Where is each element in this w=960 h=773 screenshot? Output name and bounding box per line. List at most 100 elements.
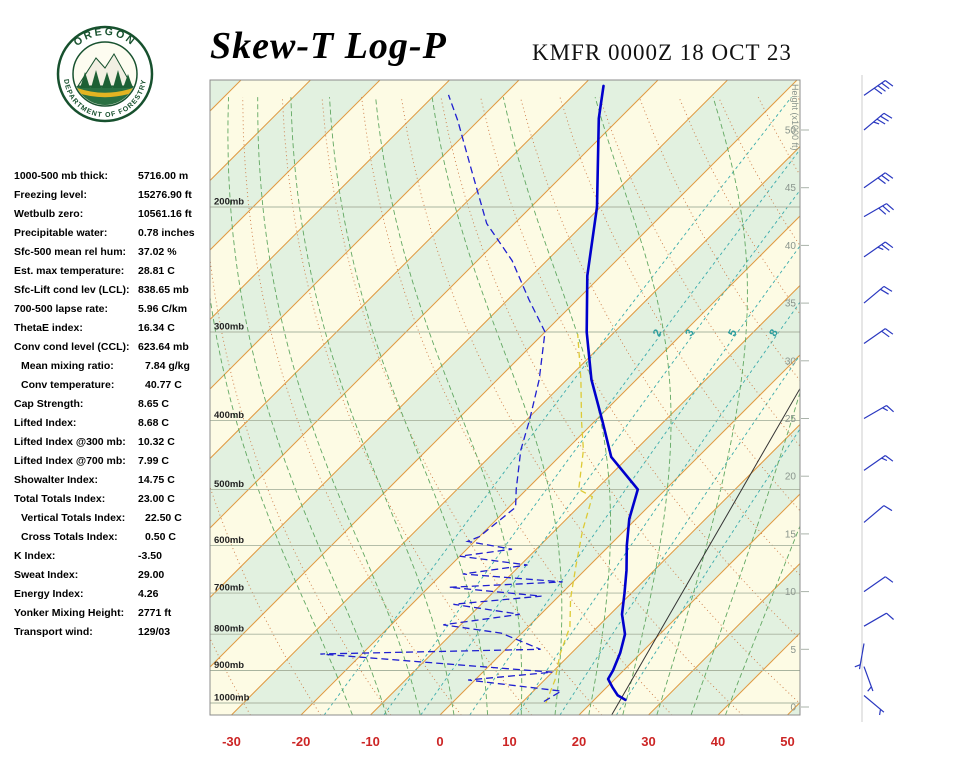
index-label: K Index:	[14, 550, 138, 562]
index-value: 8.65 C	[138, 398, 220, 410]
temp-axis-labels: -30 -20 -10 0 10 20 30 40 50	[222, 734, 795, 749]
index-value: 10.32 C	[138, 436, 220, 448]
svg-text:10: 10	[785, 587, 797, 598]
index-row: Total Totals Index:23.00 C	[14, 489, 220, 508]
index-row: Est. max temperature:28.81 C	[14, 261, 220, 280]
svg-text:30: 30	[641, 734, 655, 749]
index-label: Vertical Totals Index:	[14, 512, 145, 524]
svg-text:0: 0	[436, 734, 443, 749]
index-row: 700-500 lapse rate:5.96 C/km	[14, 299, 220, 318]
index-row: Conv temperature:40.77 C	[14, 375, 220, 394]
index-value: 14.75 C	[138, 474, 220, 486]
index-value: 838.65 mb	[138, 284, 220, 296]
svg-text:45: 45	[785, 183, 797, 194]
index-row: Sfc-Lift cond lev (LCL):838.65 mb	[14, 280, 220, 299]
svg-text:-30: -30	[222, 734, 241, 749]
index-value: 2771 ft	[138, 607, 220, 619]
index-value: 5.96 C/km	[138, 303, 220, 315]
page-title: Skew-T Log-P	[210, 24, 447, 68]
index-label: Lifted Index @700 mb:	[14, 455, 138, 467]
index-value: 10561.16 ft	[138, 208, 220, 220]
svg-text:40: 40	[711, 734, 725, 749]
index-row: K Index:-3.50	[14, 546, 220, 565]
index-value: -3.50	[138, 550, 220, 562]
index-value: 22.50 C	[145, 512, 220, 524]
index-value: 16.34 C	[138, 322, 220, 334]
index-label: Sweat Index:	[14, 569, 138, 581]
svg-text:30: 30	[785, 356, 797, 367]
svg-text:20: 20	[572, 734, 586, 749]
index-value: 23.00 C	[138, 493, 220, 505]
height-axis-label: Height (x1000 ft)	[790, 84, 800, 151]
index-row: Cap Strength:8.65 C	[14, 394, 220, 413]
index-label: Freezing level:	[14, 189, 138, 201]
index-row: 1000-500 mb thick:5716.00 m	[14, 166, 220, 185]
index-label: 700-500 lapse rate:	[14, 303, 138, 315]
svg-text:-20: -20	[292, 734, 311, 749]
index-label: Total Totals Index:	[14, 493, 138, 505]
index-label: Precipitable water:	[14, 227, 138, 239]
index-row: Lifted Index @700 mb:7.99 C	[14, 451, 220, 470]
svg-text:15: 15	[785, 529, 797, 540]
index-label: Est. max temperature:	[14, 265, 138, 277]
index-label: Cap Strength:	[14, 398, 138, 410]
index-label: Conv temperature:	[14, 379, 145, 391]
index-label: Cross Totals Index:	[14, 531, 145, 543]
index-row: Showalter Index:14.75 C	[14, 470, 220, 489]
index-row: Mean mixing ratio:7.84 g/kg	[14, 356, 220, 375]
index-label: Mean mixing ratio:	[14, 360, 145, 372]
index-row: Sfc-500 mean rel hum:37.02 %	[14, 242, 220, 261]
index-value: 7.99 C	[138, 455, 220, 467]
index-row: Cross Totals Index:0.50 C	[14, 527, 220, 546]
index-label: Energy Index:	[14, 588, 138, 600]
station-datetime: KMFR 0000Z 18 OCT 23	[532, 40, 792, 66]
index-row: Transport wind:129/03	[14, 622, 220, 641]
svg-text:20: 20	[785, 472, 797, 483]
svg-text:25: 25	[785, 414, 797, 425]
index-row: Sweat Index:29.00	[14, 565, 220, 584]
index-value: 4.26	[138, 588, 220, 600]
index-label: Lifted Index @300 mb:	[14, 436, 138, 448]
index-row: Lifted Index:8.68 C	[14, 413, 220, 432]
index-value: 0.50 C	[145, 531, 220, 543]
wind-barbs	[855, 81, 894, 716]
svg-text:0: 0	[790, 703, 796, 714]
index-value: 7.84 g/kg	[145, 360, 220, 372]
svg-text:-10: -10	[361, 734, 380, 749]
index-value: 37.02 %	[138, 246, 220, 258]
svg-text:900mb: 900mb	[214, 660, 244, 671]
index-label: Wetbulb zero:	[14, 208, 138, 220]
svg-text:10: 10	[502, 734, 516, 749]
svg-text:40: 40	[785, 241, 797, 252]
index-value: 129/03	[138, 626, 220, 638]
index-row: Vertical Totals Index:22.50 C	[14, 508, 220, 527]
index-value: 623.64 mb	[138, 341, 220, 353]
index-row: Freezing level:15276.90 ft	[14, 185, 220, 204]
index-value: 5716.00 m	[138, 170, 220, 182]
index-label: ThetaE index:	[14, 322, 138, 334]
svg-text:35: 35	[785, 299, 797, 310]
index-label: Showalter Index:	[14, 474, 138, 486]
svg-text:1000mb: 1000mb	[214, 693, 250, 704]
index-label: Yonker Mixing Height:	[14, 607, 138, 619]
index-row: Yonker Mixing Height:2771 ft	[14, 603, 220, 622]
index-value: 15276.90 ft	[138, 189, 220, 201]
index-row: Wetbulb zero:10561.16 ft	[14, 204, 220, 223]
index-label: Conv cond level (CCL):	[14, 341, 138, 353]
index-value: 0.78 inches	[138, 227, 220, 239]
index-label: Sfc-Lift cond lev (LCL):	[14, 284, 138, 296]
index-value: 29.00	[138, 569, 220, 581]
index-label: Lifted Index:	[14, 417, 138, 429]
odf-logo: OREGON DEPARTMENT OF FORESTRY	[30, 2, 180, 152]
index-row: Energy Index:4.26	[14, 584, 220, 603]
index-value: 28.81 C	[138, 265, 220, 277]
index-value: 40.77 C	[145, 379, 220, 391]
svg-text:50: 50	[780, 734, 794, 749]
index-label: Transport wind:	[14, 626, 138, 638]
index-row: Conv cond level (CCL):623.64 mb	[14, 337, 220, 356]
index-row: Precipitable water:0.78 inches	[14, 223, 220, 242]
index-row: ThetaE index:16.34 C	[14, 318, 220, 337]
index-label: 1000-500 mb thick:	[14, 170, 138, 182]
